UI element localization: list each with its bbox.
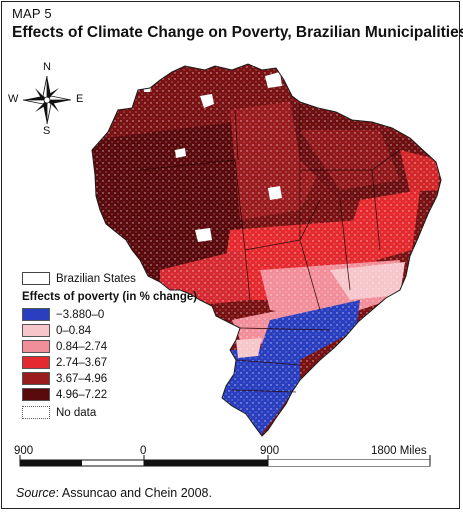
map-number-label: MAP 5 bbox=[12, 6, 52, 21]
legend-no-data-label: No data bbox=[56, 407, 97, 419]
legend-swatch bbox=[22, 356, 50, 369]
legend-heading: Effects of poverty (in % change) bbox=[22, 291, 198, 303]
source-text: : Assuncao and Chein 2008. bbox=[55, 486, 212, 500]
states-swatch bbox=[22, 272, 50, 285]
scale-label-mid: 900 bbox=[260, 445, 280, 457]
scale-label-zero: 0 bbox=[140, 445, 147, 457]
scale-label-right: 1800 Miles bbox=[371, 445, 427, 457]
compass-south: S bbox=[43, 125, 51, 137]
legend-item-label: −3.880–0 bbox=[56, 309, 105, 321]
scale-label-left: 900 bbox=[14, 445, 34, 457]
compass-star-icon bbox=[22, 75, 72, 125]
legend-item-label: 0–0.84 bbox=[56, 325, 92, 337]
legend-item-label: 4.96–7.22 bbox=[56, 389, 108, 401]
legend-swatch bbox=[22, 388, 50, 401]
map-title: Effects of Climate Change on Poverty, Br… bbox=[12, 24, 463, 41]
legend-item-label: 0.84–2.74 bbox=[56, 341, 108, 353]
legend-swatch bbox=[22, 308, 50, 321]
source-note: Source: Assuncao and Chein 2008. bbox=[16, 486, 212, 500]
no-data-swatch bbox=[22, 406, 50, 419]
legend-item-label: 3.67–4.96 bbox=[56, 373, 108, 385]
legend-item-label: 2.74–3.67 bbox=[56, 357, 108, 369]
legend-swatch bbox=[22, 340, 50, 353]
map-legend: Brazilian States Effects of poverty (in … bbox=[22, 272, 222, 422]
legend-swatch bbox=[22, 372, 50, 385]
legend-swatch bbox=[22, 324, 50, 337]
legend-states-label: Brazilian States bbox=[56, 273, 136, 285]
compass-east: E bbox=[76, 93, 84, 105]
source-prefix: Source bbox=[16, 486, 56, 500]
compass-north: N bbox=[43, 61, 51, 73]
compass-west: W bbox=[8, 93, 19, 105]
